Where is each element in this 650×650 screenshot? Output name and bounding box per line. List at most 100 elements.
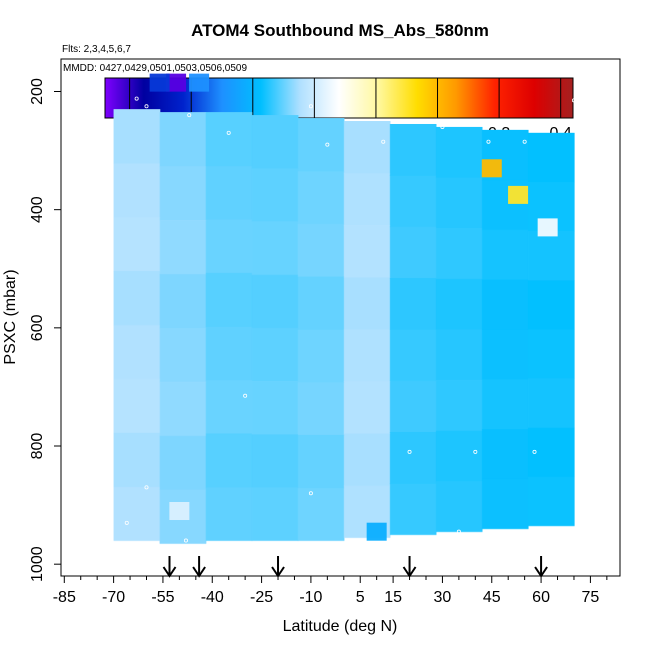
- heatmap-cell: [113, 163, 161, 218]
- sample-point: [407, 449, 412, 454]
- heatmap-cell: [527, 427, 575, 478]
- heatmap-feature: [481, 159, 502, 178]
- x-axis-label: Latitude (deg N): [283, 618, 398, 635]
- sample-point: [124, 520, 129, 525]
- heatmap-feature: [508, 185, 529, 204]
- heatmap-cell: [435, 430, 483, 482]
- heatmap-cell: [435, 481, 483, 533]
- y-tick-label: 600: [29, 314, 46, 341]
- arrow-marker: [271, 556, 285, 578]
- heatmap-cell: [205, 165, 253, 220]
- heatmap-cell: [527, 476, 575, 527]
- heatmap-cell: [343, 121, 391, 174]
- heatmap-feature: [366, 522, 387, 541]
- colorbar-gradient: [104, 77, 574, 119]
- heatmap-cell: [297, 223, 345, 278]
- heatmap-cell: [343, 225, 391, 278]
- heatmap-cell: [251, 115, 299, 169]
- heatmap-cell: [297, 382, 345, 436]
- heatmap-cell: [389, 277, 437, 330]
- heatmap-cell: [481, 379, 529, 430]
- x-tick-label: 60: [532, 589, 550, 606]
- heatmap-cell: [343, 381, 391, 435]
- heatmap-cell: [297, 487, 345, 542]
- sample-point: [325, 142, 330, 147]
- heatmap-cell: [159, 273, 207, 329]
- heatmap-cell: [389, 483, 437, 536]
- sample-point: [308, 491, 313, 496]
- sample-point: [532, 449, 537, 454]
- heatmap-cell: [527, 280, 575, 330]
- y-axis-label: PSXC (mbar): [2, 269, 19, 364]
- heatmap-cell: [527, 132, 575, 183]
- sample-point: [134, 96, 139, 101]
- sample-point: [243, 393, 248, 398]
- heatmap-cell: [435, 228, 483, 280]
- sample-point: [308, 104, 313, 109]
- sample-point: [183, 538, 188, 543]
- plot-frame: [60, 58, 621, 577]
- heatmap-cell: [481, 429, 529, 480]
- heatmap-cell: [205, 112, 253, 167]
- heatmap-cell: [297, 329, 345, 383]
- heatmap-cell: [435, 126, 483, 179]
- heatmap-cell: [205, 433, 253, 488]
- heatmap-cell: [435, 379, 483, 432]
- heatmap-cell: [113, 270, 161, 326]
- x-tick-label: -40: [201, 589, 224, 606]
- heatmap-cell: [159, 220, 207, 275]
- heatmap-cell: [481, 478, 529, 530]
- heatmap-cell: [435, 278, 483, 330]
- sample-point: [473, 449, 478, 454]
- heatmap-cell: [343, 173, 391, 226]
- heatmap-cell: [297, 118, 345, 172]
- heatmap-cell: [297, 434, 345, 489]
- x-tick-label: 45: [483, 589, 501, 606]
- heatmap-cell: [159, 435, 207, 491]
- heatmap-cell: [343, 433, 391, 487]
- heatmap-cell: [251, 274, 299, 329]
- heatmap-cell: [159, 166, 207, 221]
- y-tick-label: 400: [29, 196, 46, 223]
- heatmap-cell: [297, 170, 345, 225]
- sample-point: [341, 547, 346, 552]
- heatmap-cell: [251, 221, 299, 276]
- arrow-marker: [192, 556, 206, 578]
- heatmap-cell: [113, 432, 161, 488]
- heatmap-cell: [481, 329, 529, 380]
- arrow-head: [192, 566, 206, 578]
- heatmap-cell: [481, 229, 529, 281]
- heatmap-cell: [159, 327, 207, 383]
- sample-point: [226, 130, 231, 135]
- heatmap-cell: [389, 226, 437, 279]
- heatmap-cell: [159, 381, 207, 437]
- sample-point: [144, 104, 149, 109]
- x-tick-label: 5: [356, 589, 365, 606]
- heatmap-cell: [113, 324, 161, 380]
- arrow-marker: [534, 556, 548, 578]
- heatmap-feature: [537, 218, 558, 237]
- heatmap-cell: [159, 112, 207, 167]
- x-tick-label: -70: [102, 589, 125, 606]
- heatmap-feature: [189, 73, 210, 92]
- heatmap-cell: [389, 431, 437, 484]
- x-tick-label: -55: [151, 589, 174, 606]
- heatmap-cell: [113, 486, 161, 542]
- x-tick-label: -85: [53, 589, 76, 606]
- heatmap-cell: [435, 177, 483, 229]
- sample-point: [456, 529, 461, 534]
- heatmap-cell: [527, 378, 575, 429]
- heatmap-cell: [389, 380, 437, 433]
- heatmap-cell: [251, 434, 299, 488]
- sample-point: [187, 113, 192, 118]
- x-tick-label: -25: [250, 589, 273, 606]
- chart-title: ATOM4 Southbound MS_Abs_580nm: [191, 21, 489, 40]
- x-tick-label: 30: [434, 589, 452, 606]
- x-axis: -85 -70 -55 -40 -25 -10 5 15 30 45 60 75: [53, 576, 608, 606]
- arrow-head: [162, 566, 177, 578]
- heatmap-area: [113, 73, 576, 552]
- heatmap-cell: [251, 487, 299, 542]
- heatmap-cell: [435, 329, 483, 381]
- heatmap-cell: [297, 276, 345, 330]
